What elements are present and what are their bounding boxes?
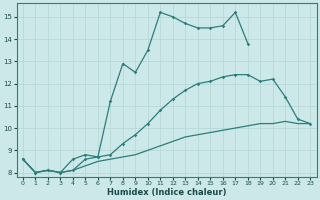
X-axis label: Humidex (Indice chaleur): Humidex (Indice chaleur) <box>107 188 226 197</box>
